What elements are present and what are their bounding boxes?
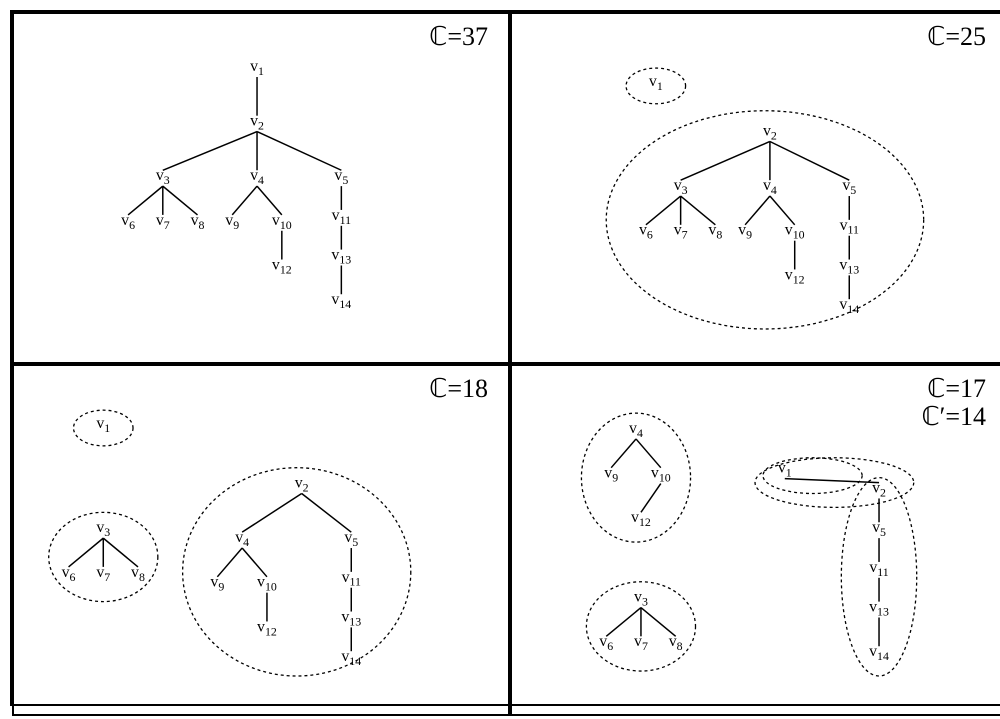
tree-edge	[163, 132, 257, 171]
node-v6: v6	[599, 633, 613, 653]
node-v7: v7	[634, 633, 648, 653]
tree-edge	[128, 186, 163, 215]
node-v7: v7	[96, 564, 110, 584]
tree-edge	[103, 538, 138, 567]
cost-label-tl: ℂ=37	[429, 22, 488, 52]
node-v7: v7	[674, 222, 688, 242]
tree-svg-tr: v1v2v3v4v5v6v7v8v9v10v11v12v13v14	[512, 14, 1000, 362]
tree-edge	[785, 479, 879, 483]
node-v5: v5	[842, 177, 856, 197]
node-v4: v4	[629, 420, 643, 440]
node-v2: v2	[295, 475, 309, 495]
node-v6: v6	[121, 212, 135, 232]
tree-edge	[646, 196, 681, 225]
tree-edge	[611, 439, 636, 468]
panel-top-right: ℂ=25 v1v2v3v4v5v6v7v8v9v10v11v12v13v14	[510, 12, 1000, 364]
node-v4: v4	[250, 167, 264, 187]
tree-edge	[217, 548, 242, 577]
tree-edge	[636, 439, 661, 468]
node-v1: v1	[649, 73, 663, 93]
node-v2: v2	[250, 113, 264, 133]
node-v3: v3	[674, 177, 688, 197]
node-v9: v9	[225, 212, 239, 232]
tree-edge	[745, 196, 770, 225]
node-v4: v4	[763, 177, 777, 197]
panel-bottom-right: ℂ=17 ℂ′=14 v1v2v3v4v5v6v7v8v9v10v11v12v1…	[510, 364, 1000, 716]
tree-edge	[770, 141, 849, 180]
tree-edge	[69, 538, 104, 567]
node-v5: v5	[334, 167, 348, 187]
node-v8: v8	[191, 212, 205, 232]
node-v1: v1	[250, 58, 264, 78]
node-v5: v5	[872, 519, 886, 539]
node-v6: v6	[639, 222, 653, 242]
cost-label2-br: ℂ′=14	[921, 402, 986, 432]
panel-bottom-left: ℂ=18 v1v2v3v4v5v6v7v8v9v10v11v12v13v14	[12, 364, 510, 716]
node-v2: v2	[872, 480, 886, 500]
node-v2: v2	[763, 123, 777, 143]
tree-edge	[606, 608, 641, 637]
tree-edge	[641, 484, 661, 513]
tree-edge	[257, 132, 341, 171]
node-v7: v7	[156, 212, 170, 232]
tree-edge	[257, 186, 282, 215]
cost-label-bl: ℂ=18	[429, 374, 488, 404]
node-v3: v3	[156, 167, 170, 187]
node-v4: v4	[235, 529, 249, 549]
tree-edge	[232, 186, 257, 215]
tree-edge	[302, 494, 352, 533]
tree-edge	[242, 548, 267, 577]
node-v8: v8	[708, 222, 722, 242]
node-v8: v8	[131, 564, 145, 584]
cost-label-br: ℂ=17	[927, 374, 986, 404]
tree-svg-tl: v1v2v3v4v5v6v7v8v9v10v11v12v13v14	[14, 14, 508, 362]
node-v1: v1	[96, 415, 110, 435]
tree-edge	[770, 196, 795, 225]
tree-edge	[242, 494, 302, 533]
node-v5: v5	[344, 529, 358, 549]
tree-edge	[163, 186, 198, 215]
node-v9: v9	[738, 222, 752, 242]
cost-label-tr: ℂ=25	[927, 22, 986, 52]
diagram-grid: ℂ=37 v1v2v3v4v5v6v7v8v9v10v11v12v13v14 ℂ…	[10, 10, 1000, 706]
tree-svg-bl: v1v2v3v4v5v6v7v8v9v10v11v12v13v14	[14, 366, 508, 714]
node-v6: v6	[62, 564, 76, 584]
node-v3: v3	[96, 519, 110, 539]
tree-edge	[681, 141, 770, 180]
node-v9: v9	[210, 574, 224, 594]
node-v8: v8	[669, 633, 683, 653]
node-v9: v9	[604, 465, 618, 485]
tree-edge	[641, 608, 676, 637]
panel-top-left: ℂ=37 v1v2v3v4v5v6v7v8v9v10v11v12v13v14	[12, 12, 510, 364]
tree-edge	[681, 196, 716, 225]
node-v3: v3	[634, 589, 648, 609]
cluster-ellipse	[183, 468, 411, 676]
